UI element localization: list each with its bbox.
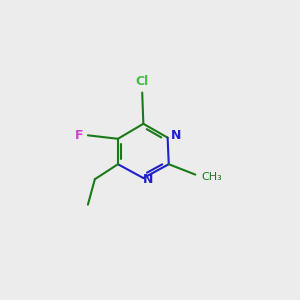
Text: F: F [75,129,84,142]
Text: N: N [171,129,181,142]
Text: N: N [143,173,154,186]
Text: Cl: Cl [136,74,149,88]
Text: CH₃: CH₃ [202,172,223,182]
